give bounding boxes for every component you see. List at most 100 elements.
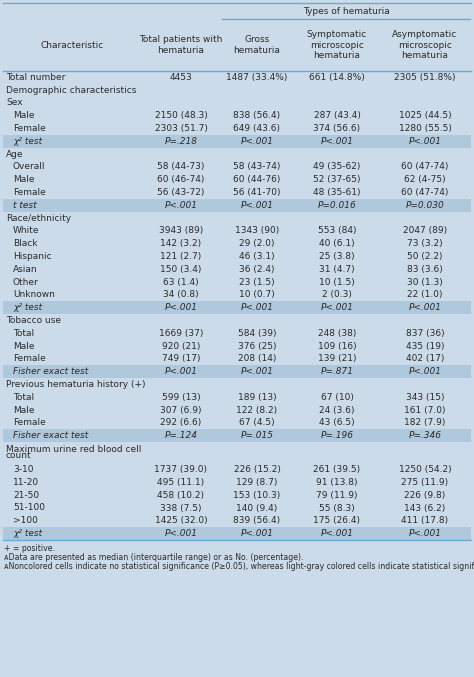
Text: Total: Total (13, 329, 34, 338)
Text: count: count (6, 451, 32, 460)
Text: 338 (7.5): 338 (7.5) (160, 504, 202, 512)
Text: Previous hematuria history (+): Previous hematuria history (+) (6, 380, 146, 389)
Text: Demographic characteristics: Demographic characteristics (6, 86, 137, 95)
Text: 63 (1.4): 63 (1.4) (163, 278, 199, 286)
Text: Tobacco use: Tobacco use (6, 316, 61, 325)
Text: 226 (15.2): 226 (15.2) (234, 465, 281, 474)
Text: 374 (56.6): 374 (56.6) (313, 124, 361, 133)
Text: Male: Male (13, 406, 35, 415)
Text: Black: Black (13, 239, 37, 248)
Text: 49 (35-62): 49 (35-62) (313, 162, 361, 171)
Text: Total patients with
hematuria: Total patients with hematuria (139, 35, 223, 55)
Text: 129 (8.7): 129 (8.7) (237, 478, 278, 487)
Text: Sex: Sex (6, 98, 23, 108)
Text: 189 (13): 189 (13) (237, 393, 276, 402)
Text: 55 (8.3): 55 (8.3) (319, 504, 355, 512)
Text: 287 (43.4): 287 (43.4) (314, 111, 360, 121)
Text: 2150 (48.3): 2150 (48.3) (155, 111, 207, 121)
Text: Total: Total (13, 393, 34, 402)
Text: Asymptomatic
microscopic
hematuria: Asymptomatic microscopic hematuria (392, 30, 457, 60)
Text: 1343 (90): 1343 (90) (235, 227, 279, 236)
Text: Female: Female (13, 124, 46, 133)
Text: 48 (35-61): 48 (35-61) (313, 188, 361, 197)
Text: P<.001: P<.001 (164, 303, 198, 312)
Text: P=.015: P=.015 (240, 431, 273, 440)
Text: 52 (37-65): 52 (37-65) (313, 175, 361, 184)
Text: 261 (39.5): 261 (39.5) (313, 465, 361, 474)
Text: P=0.016: P=0.016 (318, 201, 356, 210)
Text: 248 (38): 248 (38) (318, 329, 356, 338)
Text: 1025 (44.5): 1025 (44.5) (399, 111, 451, 121)
Text: 29 (2.0): 29 (2.0) (239, 239, 275, 248)
Text: 1280 (55.5): 1280 (55.5) (399, 124, 451, 133)
Text: + = positive.: + = positive. (4, 544, 55, 553)
Text: 11-20: 11-20 (13, 478, 39, 487)
Text: 307 (6.9): 307 (6.9) (160, 406, 202, 415)
Text: 62 (4-75): 62 (4-75) (404, 175, 446, 184)
Text: 2047 (89): 2047 (89) (403, 227, 447, 236)
Text: 3943 (89): 3943 (89) (159, 227, 203, 236)
Text: Female: Female (13, 355, 46, 364)
Text: P<.001: P<.001 (240, 529, 273, 538)
Text: 60 (44-76): 60 (44-76) (233, 175, 281, 184)
Text: 31 (4.7): 31 (4.7) (319, 265, 355, 274)
Text: 21-50: 21-50 (13, 491, 39, 500)
Text: P<.001: P<.001 (320, 529, 354, 538)
Text: χ² test: χ² test (13, 529, 42, 538)
Text: 226 (9.8): 226 (9.8) (404, 491, 446, 500)
Text: P<.001: P<.001 (409, 368, 441, 376)
Text: 60 (46-74): 60 (46-74) (157, 175, 205, 184)
Text: 56 (43-72): 56 (43-72) (157, 188, 205, 197)
Text: 1425 (32.0): 1425 (32.0) (155, 517, 207, 525)
Text: P<.001: P<.001 (320, 303, 354, 312)
Text: 2 (0.3): 2 (0.3) (322, 290, 352, 299)
Bar (3, 135, 471, 148)
Text: P<.001: P<.001 (409, 529, 441, 538)
Text: 1487 (33.4%): 1487 (33.4%) (226, 73, 288, 82)
Text: Maximum urine red blood cell: Maximum urine red blood cell (6, 445, 141, 454)
Text: 920 (21): 920 (21) (162, 342, 200, 351)
Text: 343 (15): 343 (15) (406, 393, 444, 402)
Text: 56 (41-70): 56 (41-70) (233, 188, 281, 197)
Text: χ² test: χ² test (13, 137, 42, 146)
Text: P=.196: P=.196 (320, 431, 354, 440)
Text: χ² test: χ² test (13, 303, 42, 312)
Text: 34 (0.8): 34 (0.8) (163, 290, 199, 299)
Text: 10 (0.7): 10 (0.7) (239, 290, 275, 299)
Text: 838 (56.4): 838 (56.4) (233, 111, 281, 121)
Text: 67 (10): 67 (10) (320, 393, 354, 402)
Bar (3, 199, 471, 212)
Text: P=.871: P=.871 (320, 368, 354, 376)
Bar (3, 366, 471, 378)
Text: Fisher exact test: Fisher exact test (13, 431, 88, 440)
Text: 60 (47-74): 60 (47-74) (401, 188, 449, 197)
Text: 46 (3.1): 46 (3.1) (239, 252, 275, 261)
Text: ᴀData are presented as median (interquartile range) or as No. (percentage).: ᴀData are presented as median (interquar… (4, 553, 303, 562)
Text: 91 (13.8): 91 (13.8) (316, 478, 358, 487)
Text: 749 (17): 749 (17) (162, 355, 200, 364)
Text: Total number: Total number (6, 73, 65, 82)
Text: 43 (6.5): 43 (6.5) (319, 418, 355, 427)
Text: 584 (39): 584 (39) (238, 329, 276, 338)
Text: 458 (10.2): 458 (10.2) (157, 491, 204, 500)
Text: P<.001: P<.001 (409, 303, 441, 312)
Text: 599 (13): 599 (13) (162, 393, 201, 402)
Text: 661 (14.8%): 661 (14.8%) (309, 73, 365, 82)
Text: Male: Male (13, 111, 35, 121)
Text: 161 (7.0): 161 (7.0) (404, 406, 446, 415)
Text: P<.001: P<.001 (240, 368, 273, 376)
Text: 67 (4.5): 67 (4.5) (239, 418, 275, 427)
Text: 139 (21): 139 (21) (318, 355, 356, 364)
Text: 275 (11.9): 275 (11.9) (401, 478, 448, 487)
Text: 376 (25): 376 (25) (238, 342, 276, 351)
Text: 122 (8.2): 122 (8.2) (237, 406, 278, 415)
Text: 60 (47-74): 60 (47-74) (401, 162, 449, 171)
Text: 182 (7.9): 182 (7.9) (404, 418, 446, 427)
Text: 402 (17): 402 (17) (406, 355, 444, 364)
Text: Female: Female (13, 418, 46, 427)
Text: 1669 (37): 1669 (37) (159, 329, 203, 338)
Text: P<.001: P<.001 (164, 368, 198, 376)
Text: 208 (14): 208 (14) (238, 355, 276, 364)
Text: 1250 (54.2): 1250 (54.2) (399, 465, 451, 474)
Text: Fisher exact test: Fisher exact test (13, 368, 88, 376)
